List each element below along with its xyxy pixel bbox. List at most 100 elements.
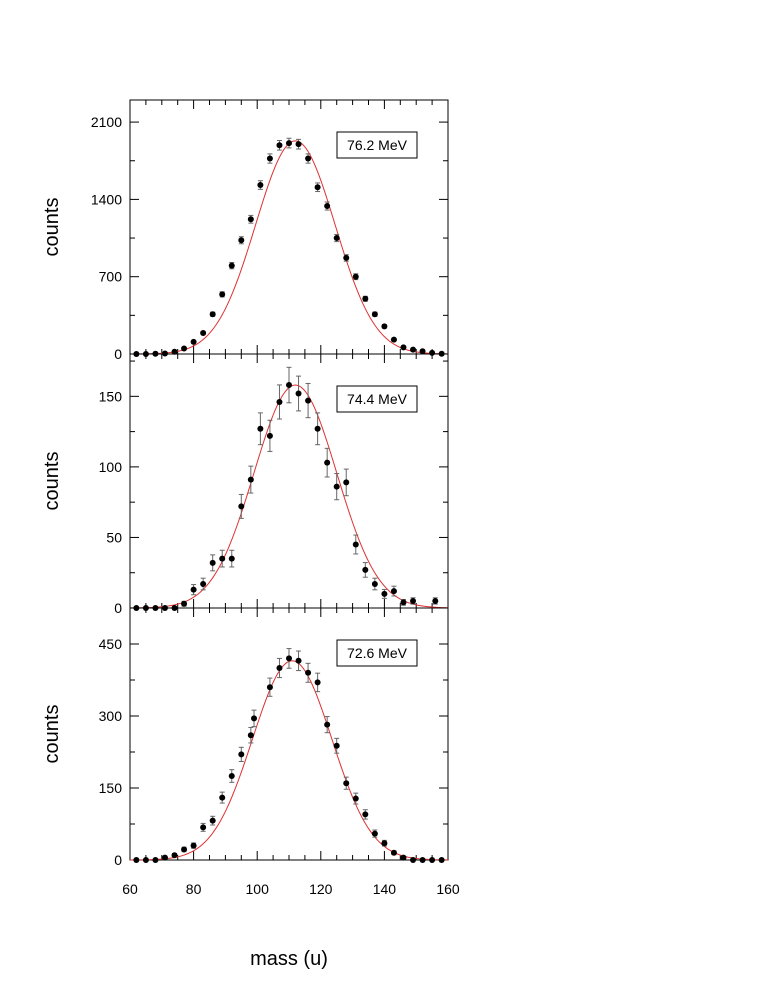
data-point: [171, 852, 178, 859]
panel-1: 0 700 1400 2100 counts 76.2 MeV: [41, 99, 449, 362]
data-point: [352, 273, 359, 280]
data-point: [333, 742, 340, 749]
data-point: [276, 398, 283, 405]
y-tick-label: 0: [114, 852, 122, 868]
data-point: [238, 503, 245, 510]
data-point: [209, 311, 216, 318]
energy-label-box: [336, 639, 418, 667]
x-axis-title: mass (u): [250, 948, 328, 970]
y-tick-label: 150: [99, 388, 123, 404]
data-point: [209, 817, 216, 824]
x-tick-label: 120: [309, 881, 333, 897]
x-tick-label: 60: [122, 881, 138, 897]
data-point: [286, 655, 292, 662]
data-point: [228, 262, 235, 269]
data-point: [219, 794, 226, 801]
data-point: [161, 350, 168, 357]
panels: 0 700 1400 2100 counts 76.2 MeV 0 50 100 150 count…: [41, 99, 449, 868]
data-point: [200, 581, 207, 588]
data-point: [305, 155, 312, 162]
data-point: [276, 665, 283, 671]
data-point: [410, 597, 417, 604]
x-tick-label: 160: [436, 881, 460, 897]
data-point: [152, 857, 159, 863]
y-tick-label: 300: [99, 708, 123, 724]
data-point: [333, 235, 340, 242]
data-point: [381, 590, 388, 597]
y-tick-label: 700: [99, 269, 123, 285]
data-point: [390, 336, 397, 343]
data-point: [343, 780, 350, 787]
data-point: [432, 597, 439, 604]
x-tick-labels: 60 80 100 120 140 160: [122, 881, 460, 897]
data-point: [190, 842, 197, 849]
data-point: [371, 581, 378, 588]
panel-2: 0 50 100 150 counts 74.4 MeV: [41, 353, 449, 616]
data-point: [200, 330, 207, 337]
x-tick-label: 140: [373, 881, 397, 897]
data-point: [343, 479, 350, 486]
x-tick-label: 100: [246, 881, 270, 897]
x-tick-label: 80: [186, 881, 202, 897]
data-point: [247, 476, 254, 483]
data-point: [181, 846, 188, 853]
energy-label-box: [336, 131, 418, 159]
data-point: [276, 142, 283, 149]
data-point: [305, 669, 312, 676]
data-point: [200, 824, 207, 831]
data-point: [133, 857, 140, 863]
data-point: [314, 679, 321, 686]
data-point: [400, 854, 407, 861]
y-tick-label: 0: [114, 600, 122, 616]
y-tick-label: 50: [106, 529, 122, 545]
energy-label: 72.6 MeV: [347, 645, 408, 661]
data-point: [324, 721, 331, 728]
data-point: [266, 684, 273, 691]
data-point: [266, 155, 273, 162]
y-tick-label: 1400: [91, 191, 122, 207]
data-point: [228, 773, 235, 779]
data-point: [238, 751, 245, 758]
data-point: [295, 657, 302, 664]
data-point: [390, 849, 397, 856]
fit-curve: [129, 384, 449, 609]
data-point: [381, 323, 388, 330]
data-point: [257, 425, 264, 432]
data-point: [247, 732, 254, 739]
data-point: [161, 854, 168, 861]
panel-3: 0 150 300 450 counts 72.6 MeV: [41, 607, 449, 868]
data-point: [429, 857, 436, 863]
fit-curve: [129, 660, 449, 861]
data-point: [286, 140, 292, 147]
fit-curve: [130, 140, 449, 355]
data-point: [228, 555, 235, 562]
y-axis-title: counts: [41, 198, 63, 257]
data-point: [400, 599, 407, 606]
y-tick-label: 2100: [91, 114, 122, 130]
data-point: [390, 588, 397, 595]
energy-label: 76.2 MeV: [347, 137, 408, 153]
data-point: [333, 483, 340, 490]
data-point: [314, 184, 321, 191]
data-point: [352, 795, 359, 802]
data-point: [247, 216, 254, 223]
data-point: [343, 254, 350, 261]
data-point: [324, 459, 331, 466]
data-point: [314, 425, 321, 432]
data-point: [209, 559, 216, 566]
data-point: [324, 203, 331, 210]
data-point: [190, 338, 197, 345]
data-point: [410, 346, 417, 353]
y-axis-title: counts: [41, 452, 63, 511]
data-point: [305, 397, 312, 404]
data-point: [352, 541, 359, 548]
data-point: [371, 830, 378, 837]
data-point: [419, 857, 426, 863]
data-point: [181, 345, 188, 352]
y-tick-label: 450: [99, 636, 123, 652]
data-point: [371, 311, 378, 318]
data-point: [362, 811, 369, 818]
data-point: [295, 390, 302, 397]
energy-label: 74.4 MeV: [347, 391, 408, 407]
